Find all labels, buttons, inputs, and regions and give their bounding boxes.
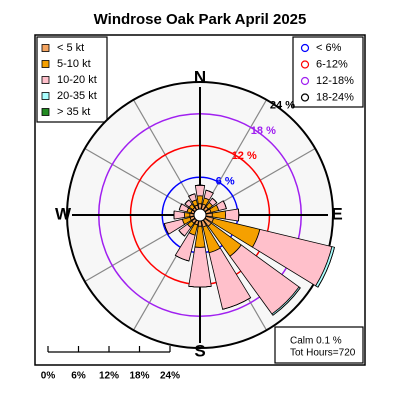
wind-segment bbox=[184, 212, 191, 218]
wind-segment bbox=[317, 247, 335, 288]
legend-label: 20-35 kt bbox=[57, 90, 97, 102]
ring bbox=[66, 81, 334, 349]
scale-label: 18% bbox=[129, 371, 149, 382]
wind-segment bbox=[272, 287, 301, 316]
ring-label: 12 % bbox=[232, 150, 257, 162]
ring-label: 6 % bbox=[216, 176, 235, 188]
wind-segment bbox=[211, 197, 218, 204]
legend-ring bbox=[300, 93, 310, 102]
wind-segment bbox=[163, 223, 170, 235]
wind-segment bbox=[189, 212, 195, 218]
direction-label: W bbox=[55, 204, 72, 223]
direction-label: S bbox=[194, 341, 205, 360]
legend-label: 18-24% bbox=[316, 91, 354, 103]
ring-legend-box bbox=[292, 36, 364, 108]
spoke bbox=[84, 147, 201, 216]
wind-segment bbox=[188, 193, 195, 197]
scale-label: 12% bbox=[99, 371, 119, 382]
wind-segment bbox=[196, 195, 204, 205]
scale-label: 6% bbox=[71, 371, 86, 382]
wind-segment bbox=[173, 210, 186, 220]
direction-label: N bbox=[194, 67, 206, 86]
hours-text: Tot Hours=720 bbox=[290, 348, 356, 359]
calm-circle bbox=[193, 208, 207, 222]
wind-segment bbox=[175, 254, 190, 262]
ring-label: 18 % bbox=[251, 125, 276, 137]
calm-text: Calm 0.1 % bbox=[290, 336, 342, 347]
scale-label: 0% bbox=[41, 371, 56, 382]
legend-label: < 5 kt bbox=[57, 42, 84, 54]
legend-label: 10-20 kt bbox=[57, 74, 97, 86]
legend-swatch bbox=[41, 76, 50, 84]
legend-label: 5-10 kt bbox=[57, 58, 91, 70]
legend-swatch bbox=[41, 44, 50, 52]
legend-swatch bbox=[41, 60, 50, 68]
direction-label: E bbox=[331, 204, 342, 223]
wind-segment bbox=[222, 200, 227, 209]
wind-segment bbox=[184, 199, 190, 205]
legend-label: < 6% bbox=[316, 42, 342, 54]
ring-label: 24 % bbox=[270, 99, 295, 111]
legend-swatch bbox=[41, 108, 50, 116]
wind-segment bbox=[188, 285, 212, 288]
legend-label: > 35 kt bbox=[57, 106, 90, 118]
frame bbox=[34, 34, 366, 366]
chart-title: Windrose Oak Park April 2025 bbox=[94, 11, 307, 28]
wind-segment bbox=[205, 189, 214, 194]
legend-label: 12-18% bbox=[316, 75, 354, 87]
legend-ring bbox=[300, 60, 310, 69]
wind-segment bbox=[194, 184, 206, 197]
legend-label: 6-12% bbox=[316, 58, 348, 70]
calm-box bbox=[274, 326, 364, 364]
wind-segment bbox=[224, 208, 240, 222]
legend-swatch bbox=[41, 92, 50, 100]
legend-ring bbox=[300, 43, 310, 53]
scale-label: 24% bbox=[160, 371, 180, 382]
legend-ring bbox=[300, 76, 310, 86]
